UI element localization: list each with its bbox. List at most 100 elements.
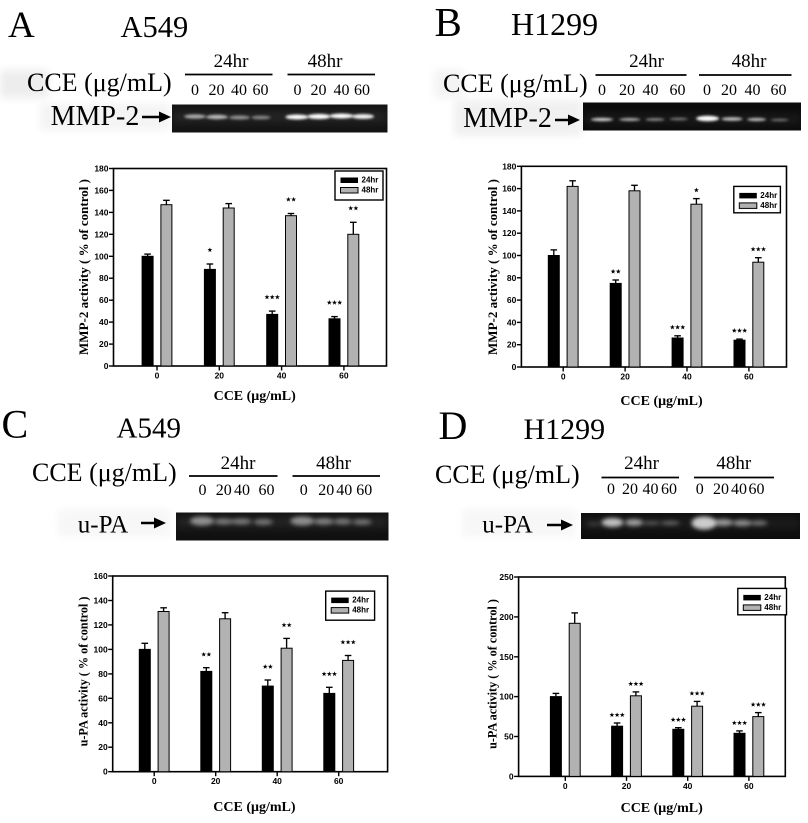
svg-text:40: 40 bbox=[643, 481, 659, 498]
svg-text:40: 40 bbox=[507, 317, 517, 327]
svg-text:CCE (μg/mL): CCE (μg/mL) bbox=[621, 801, 704, 816]
svg-text:60: 60 bbox=[670, 82, 686, 99]
svg-text:60: 60 bbox=[354, 82, 370, 99]
svg-text:40: 40 bbox=[234, 482, 250, 499]
svg-text:CCE (μg/mL): CCE (μg/mL) bbox=[32, 458, 177, 487]
svg-text:20: 20 bbox=[318, 482, 334, 499]
svg-text:60: 60 bbox=[98, 693, 108, 703]
svg-text:48hr: 48hr bbox=[732, 51, 768, 72]
svg-text:60: 60 bbox=[661, 481, 677, 498]
svg-text:MMP-2 activity ( % of control: MMP-2 activity ( % of control ) bbox=[485, 179, 500, 355]
svg-text:80: 80 bbox=[507, 273, 517, 283]
svg-text:0: 0 bbox=[155, 371, 160, 381]
svg-text:20: 20 bbox=[721, 82, 737, 99]
svg-text:0: 0 bbox=[191, 82, 199, 99]
svg-text:60: 60 bbox=[339, 371, 349, 381]
svg-text:24hr: 24hr bbox=[764, 593, 781, 602]
svg-text:48hr: 48hr bbox=[352, 606, 369, 615]
svg-text:20: 20 bbox=[211, 776, 221, 786]
svg-text:60: 60 bbox=[259, 482, 275, 499]
svg-text:48hr: 48hr bbox=[316, 453, 352, 474]
svg-text:20: 20 bbox=[99, 339, 109, 349]
svg-text:20: 20 bbox=[98, 742, 108, 752]
svg-text:D: D bbox=[439, 403, 468, 448]
svg-text:20: 20 bbox=[507, 340, 517, 350]
svg-text:0: 0 bbox=[300, 482, 308, 499]
svg-text:20: 20 bbox=[215, 371, 225, 381]
svg-text:0: 0 bbox=[103, 767, 108, 777]
svg-text:100: 100 bbox=[94, 644, 108, 654]
svg-text:140: 140 bbox=[94, 207, 108, 217]
svg-text:120: 120 bbox=[94, 229, 108, 239]
svg-text:40: 40 bbox=[745, 82, 761, 99]
svg-text:0: 0 bbox=[703, 82, 711, 99]
svg-text:160: 160 bbox=[502, 184, 516, 194]
svg-text:0: 0 bbox=[509, 771, 514, 781]
svg-text:60: 60 bbox=[744, 781, 754, 791]
svg-text:140: 140 bbox=[502, 206, 516, 216]
svg-text:0: 0 bbox=[696, 481, 704, 498]
svg-text:60: 60 bbox=[507, 295, 517, 305]
svg-text:180: 180 bbox=[94, 164, 108, 174]
svg-text:20: 20 bbox=[713, 481, 729, 498]
svg-text:48hr: 48hr bbox=[760, 201, 777, 210]
svg-text:H1299: H1299 bbox=[511, 6, 598, 42]
svg-text:MMP-2: MMP-2 bbox=[51, 101, 140, 132]
svg-text:40: 40 bbox=[643, 82, 659, 99]
svg-text:40: 40 bbox=[277, 371, 287, 381]
svg-text:CCE (μg/mL): CCE (μg/mL) bbox=[213, 800, 296, 815]
svg-text:CCE (μg/mL): CCE (μg/mL) bbox=[443, 69, 588, 98]
svg-text:20: 20 bbox=[620, 372, 630, 382]
svg-text:u-PA activity ( % of control ): u-PA activity ( % of control ) bbox=[77, 597, 91, 747]
svg-text:A549: A549 bbox=[121, 10, 189, 44]
svg-text:24hr: 24hr bbox=[760, 191, 777, 200]
svg-text:20: 20 bbox=[209, 82, 225, 99]
svg-text:B: B bbox=[435, 0, 462, 45]
svg-text:24hr: 24hr bbox=[221, 453, 257, 474]
svg-text:u-PA: u-PA bbox=[78, 512, 129, 539]
svg-text:40: 40 bbox=[334, 82, 350, 99]
svg-text:100: 100 bbox=[502, 251, 516, 261]
svg-text:20: 20 bbox=[311, 82, 327, 99]
svg-text:60: 60 bbox=[99, 295, 109, 305]
svg-text:100: 100 bbox=[94, 251, 108, 261]
svg-text:24hr: 24hr bbox=[624, 453, 660, 474]
svg-text:0: 0 bbox=[104, 361, 109, 371]
svg-text:24hr: 24hr bbox=[629, 51, 665, 72]
svg-text:160: 160 bbox=[94, 571, 108, 581]
svg-text:40: 40 bbox=[272, 776, 282, 786]
svg-text:120: 120 bbox=[502, 228, 516, 238]
svg-text:80: 80 bbox=[99, 273, 109, 283]
svg-text:60: 60 bbox=[771, 82, 787, 99]
svg-text:0: 0 bbox=[199, 482, 207, 499]
svg-text:60: 60 bbox=[253, 82, 269, 99]
svg-text:48hr: 48hr bbox=[308, 51, 344, 72]
svg-text:120: 120 bbox=[94, 620, 108, 630]
svg-text:0: 0 bbox=[563, 781, 568, 791]
svg-text:40: 40 bbox=[99, 317, 109, 327]
svg-text:A549: A549 bbox=[117, 413, 181, 445]
svg-text:CCE (μg/mL): CCE (μg/mL) bbox=[435, 460, 580, 489]
svg-text:20: 20 bbox=[619, 82, 635, 99]
svg-text:0: 0 bbox=[607, 481, 615, 498]
svg-text:60: 60 bbox=[744, 372, 754, 382]
svg-text:40: 40 bbox=[336, 482, 352, 499]
svg-text:60: 60 bbox=[334, 776, 344, 786]
svg-text:180: 180 bbox=[502, 161, 516, 171]
svg-text:60: 60 bbox=[749, 481, 765, 498]
svg-text:C: C bbox=[2, 401, 29, 446]
svg-text:140: 140 bbox=[94, 596, 108, 606]
svg-text:CCE (μg/mL): CCE (μg/mL) bbox=[27, 68, 172, 97]
svg-text:20: 20 bbox=[622, 481, 638, 498]
svg-text:160: 160 bbox=[94, 185, 108, 195]
svg-text:u-PA: u-PA bbox=[482, 512, 533, 539]
svg-text:MMP-2: MMP-2 bbox=[463, 103, 552, 134]
svg-text:0: 0 bbox=[152, 776, 157, 786]
svg-text:100: 100 bbox=[499, 692, 513, 702]
svg-text:48hr: 48hr bbox=[362, 186, 379, 195]
svg-text:80: 80 bbox=[98, 669, 108, 679]
svg-text:250: 250 bbox=[499, 572, 513, 582]
svg-text:A: A bbox=[8, 5, 35, 46]
svg-text:20: 20 bbox=[216, 482, 232, 499]
svg-text:200: 200 bbox=[499, 612, 513, 622]
